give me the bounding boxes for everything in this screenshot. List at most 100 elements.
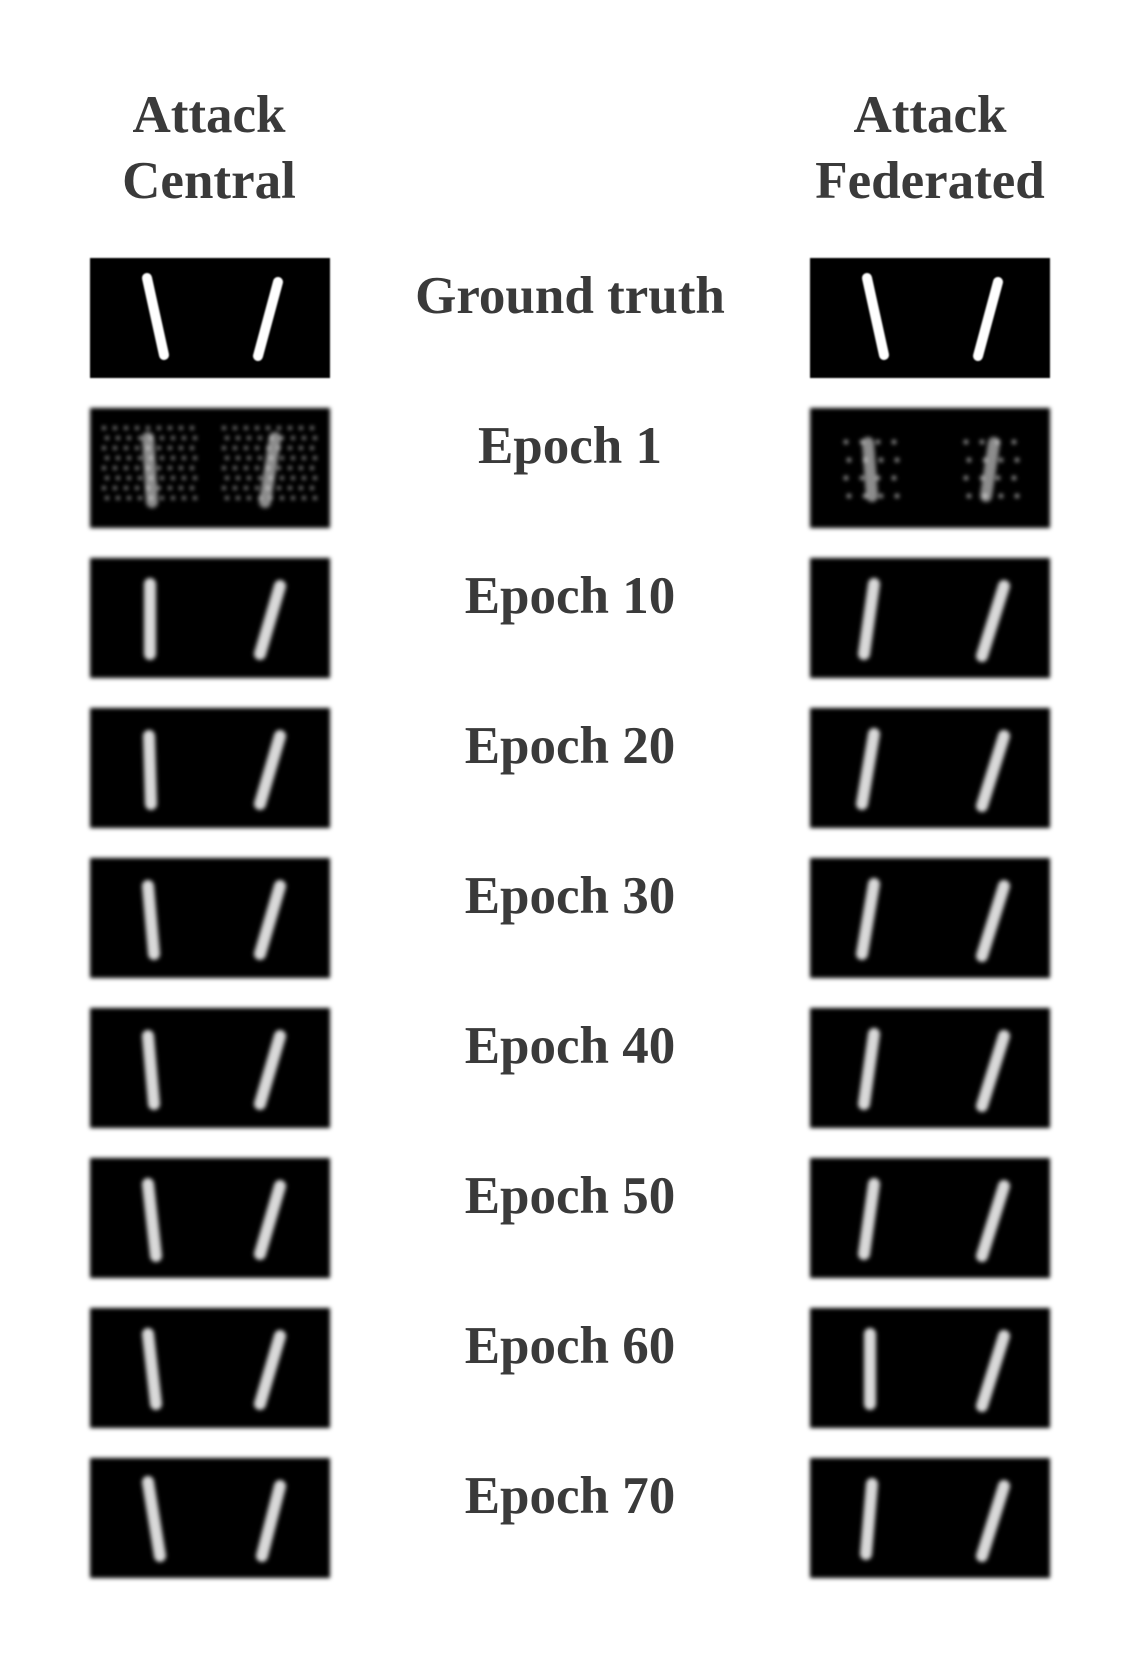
noise-dot xyxy=(258,456,262,460)
noise-dot xyxy=(127,456,131,460)
noise-dot xyxy=(302,496,306,500)
digit-stroke xyxy=(259,432,281,508)
noise-dot xyxy=(135,466,139,470)
noise-dot xyxy=(891,439,897,445)
digit-stroke xyxy=(858,1028,880,1110)
noise-dot xyxy=(258,436,262,440)
row-label: Epoch 70 xyxy=(464,1467,676,1525)
noise-dot xyxy=(124,486,128,490)
digit-stroke xyxy=(976,1480,1010,1562)
noise-dot xyxy=(288,446,292,450)
digit-stroke xyxy=(862,437,878,502)
noise-dot xyxy=(105,496,109,500)
noise-dot xyxy=(299,486,303,490)
digit-stroke xyxy=(976,730,1010,812)
noise-dot xyxy=(102,426,106,430)
noise-dot xyxy=(193,476,197,480)
noise-dot xyxy=(288,466,292,470)
noise-dot xyxy=(138,456,142,460)
noise-dot xyxy=(179,486,183,490)
noise-dot xyxy=(138,496,142,500)
noise-dot xyxy=(168,466,172,470)
noise-dot xyxy=(160,476,164,480)
noise-dot xyxy=(193,436,197,440)
digit-stroke xyxy=(856,728,880,810)
noise-dot xyxy=(878,457,884,463)
noise-dot xyxy=(105,476,109,480)
noise-dot xyxy=(116,476,120,480)
noise-dot xyxy=(310,446,314,450)
noise-dot xyxy=(102,466,106,470)
row-label: Epoch 10 xyxy=(464,567,676,625)
noise-dot xyxy=(313,496,317,500)
header-left-line2: Central xyxy=(122,152,296,210)
noise-dot xyxy=(182,496,186,500)
noise-dot xyxy=(160,456,164,460)
noise-dot xyxy=(843,475,849,481)
noise-dot xyxy=(247,456,251,460)
federated-reconstruction-image xyxy=(810,1158,1050,1278)
noise-dot xyxy=(193,456,197,460)
noise-dot xyxy=(168,486,172,490)
noise-dot xyxy=(127,476,131,480)
noise-dot xyxy=(236,436,240,440)
central-reconstruction-image xyxy=(90,1008,330,1128)
noise-dot xyxy=(1011,439,1017,445)
noise-dot xyxy=(247,436,251,440)
noise-dot xyxy=(998,457,1004,463)
noise-dot xyxy=(222,466,226,470)
noise-dot xyxy=(266,426,270,430)
noise-dot xyxy=(247,496,251,500)
digit-stroke xyxy=(254,580,286,660)
header-attack-federated: Attack Federated xyxy=(800,82,1060,214)
noise-dot xyxy=(222,446,226,450)
noise-dot xyxy=(225,496,229,500)
digit-stroke xyxy=(856,878,880,960)
row-label: Epoch 1 xyxy=(477,417,663,475)
noise-dot xyxy=(113,486,117,490)
central-reconstruction-image xyxy=(90,1308,330,1428)
noise-dot xyxy=(302,456,306,460)
digit-stroke xyxy=(142,1030,160,1110)
noise-dot xyxy=(233,426,237,430)
digit-stroke xyxy=(976,580,1010,662)
noise-dot xyxy=(233,486,237,490)
central-reconstruction-image xyxy=(90,708,330,828)
header-right-line1: Attack xyxy=(853,86,1007,144)
federated-reconstruction-image xyxy=(810,858,1050,978)
noise-dot xyxy=(157,486,161,490)
noise-dot xyxy=(102,486,106,490)
noise-dot xyxy=(859,475,865,481)
digit-stroke xyxy=(254,1180,286,1260)
noise-dot xyxy=(310,426,314,430)
digit-stroke xyxy=(143,730,157,810)
central-reconstruction-image xyxy=(90,858,330,978)
digit-stroke xyxy=(142,1178,162,1262)
digit-stroke xyxy=(860,1478,878,1560)
noise-dot xyxy=(875,439,881,445)
noise-dot xyxy=(310,466,314,470)
noise-dot xyxy=(105,456,109,460)
noise-dot xyxy=(179,466,183,470)
digit-stroke xyxy=(862,273,889,360)
digit-stroke xyxy=(973,277,1003,361)
noise-dot xyxy=(168,446,172,450)
noise-dot xyxy=(236,456,240,460)
noise-dot xyxy=(190,426,194,430)
noise-dot xyxy=(171,496,175,500)
central-reconstruction-image xyxy=(90,1158,330,1278)
digit-stroke xyxy=(980,437,1000,502)
noise-dot xyxy=(875,475,881,481)
noise-dot xyxy=(182,476,186,480)
noise-dot xyxy=(966,457,972,463)
digit-stroke xyxy=(254,880,286,960)
noise-dot xyxy=(288,486,292,490)
noise-dot xyxy=(193,496,197,500)
noise-dot xyxy=(979,439,985,445)
noise-dot xyxy=(291,436,295,440)
noise-dot xyxy=(160,436,164,440)
noise-dot xyxy=(236,476,240,480)
digit-stroke xyxy=(254,1030,286,1110)
noise-dot xyxy=(135,446,139,450)
noise-dot xyxy=(102,446,106,450)
